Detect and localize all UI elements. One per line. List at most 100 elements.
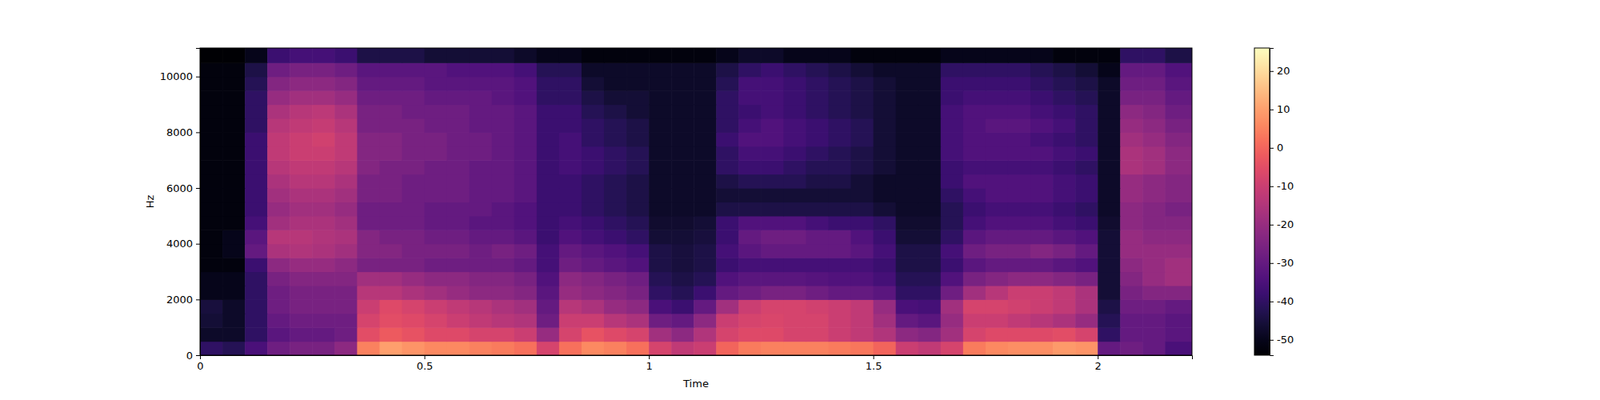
cell: [940, 62, 964, 77]
cell: [1008, 341, 1032, 356]
cell: [447, 132, 471, 147]
cell: [244, 188, 268, 203]
cell: [985, 76, 1009, 92]
cell: [738, 48, 762, 64]
cell: [1030, 285, 1054, 300]
cell: [671, 257, 695, 272]
tick: 0: [186, 349, 200, 362]
tick-label: -50: [1276, 333, 1294, 346]
cell: [783, 313, 807, 328]
colorbar: [1254, 48, 1270, 356]
cell: [200, 104, 224, 120]
cell: [424, 257, 448, 272]
cell: [200, 285, 224, 300]
cell: [896, 257, 920, 272]
cell: [267, 104, 291, 120]
cell: [559, 201, 583, 216]
cell: [738, 118, 762, 133]
cell: [828, 257, 852, 272]
cell: [873, 285, 897, 300]
cell: [1075, 327, 1099, 342]
cell: [1164, 216, 1192, 231]
cell: [1075, 272, 1099, 287]
cell: [514, 257, 538, 272]
cell: [379, 257, 403, 272]
cell: [851, 257, 875, 272]
cell: [469, 272, 493, 287]
cell: [289, 272, 313, 287]
cell: [356, 174, 380, 189]
cell: [851, 62, 875, 77]
cell: [1052, 341, 1076, 356]
cell: [671, 201, 695, 216]
cell: [783, 299, 807, 314]
cell: [334, 229, 358, 244]
heatmap-cells: [200, 48, 1192, 356]
cell: [1120, 313, 1144, 328]
tick-mark: [196, 76, 200, 78]
cell: [379, 341, 403, 356]
cell: [581, 285, 605, 300]
cell: [1008, 132, 1032, 147]
cell: [559, 104, 583, 120]
cell: [1142, 285, 1166, 300]
cell: [1030, 299, 1054, 314]
cell: [805, 341, 829, 356]
cell: [401, 146, 425, 161]
cell: [334, 90, 358, 105]
cell: [1164, 118, 1192, 133]
cell: [760, 341, 784, 356]
plot-frame: [200, 48, 1192, 356]
cell: [1030, 62, 1054, 77]
cell: [334, 132, 358, 147]
cell: [200, 132, 224, 147]
cell: [401, 188, 425, 203]
cell: [626, 132, 650, 147]
cell: [536, 299, 560, 314]
cell: [1120, 188, 1144, 203]
cell: [985, 201, 1009, 216]
cell: [671, 272, 695, 287]
cell: [1120, 341, 1144, 356]
cell: [492, 327, 516, 342]
cell: [604, 62, 628, 77]
cell: [379, 285, 403, 300]
cell: [1030, 104, 1054, 120]
cell: [401, 174, 425, 189]
cell: [1142, 327, 1166, 342]
tick: 2000: [166, 293, 200, 306]
cell: [648, 118, 672, 133]
cell: [918, 257, 942, 272]
cell: [536, 118, 560, 133]
cell: [693, 132, 717, 147]
cell: [918, 341, 942, 356]
cell: [918, 48, 942, 64]
cell: [671, 299, 695, 314]
cell: [716, 62, 740, 77]
cell: [559, 327, 583, 342]
cell: [334, 272, 358, 287]
cell: [626, 201, 650, 216]
cell: [693, 244, 717, 259]
cell: [873, 201, 897, 216]
cell: [492, 118, 516, 133]
cell: [851, 132, 875, 147]
cell: [828, 229, 852, 244]
cell: [1164, 48, 1192, 64]
tick-label: 1.5: [865, 360, 883, 372]
tick-mark: [1269, 224, 1274, 226]
cell: [1030, 244, 1054, 259]
cell: [1164, 160, 1192, 175]
cell: [1097, 118, 1121, 133]
cell: [716, 146, 740, 161]
cell: [267, 146, 291, 161]
cell: [1075, 132, 1099, 147]
cell: [918, 285, 942, 300]
cell: [896, 229, 920, 244]
cell: [581, 118, 605, 133]
cell: [783, 62, 807, 77]
cell: [514, 285, 538, 300]
cell: [693, 257, 717, 272]
cell: [1164, 257, 1192, 272]
cell: [1030, 146, 1054, 161]
